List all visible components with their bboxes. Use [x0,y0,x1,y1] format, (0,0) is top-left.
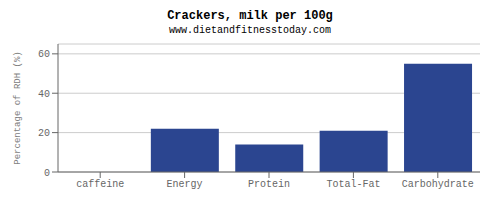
svg-text:caffeine: caffeine [76,179,124,190]
html-text:www.dietandfitnesstoday.com: www.dietandfitnesstoday.com [169,25,331,36]
svg-text:20: 20 [38,128,50,139]
html-text:Crackers, milk per 100g: Crackers, milk per 100g [167,9,333,23]
svg-text:Carbohydrate: Carbohydrate [402,179,474,190]
svg-text:40: 40 [38,89,50,100]
svg-text:60: 60 [38,49,50,60]
svg-text:Energy: Energy [167,179,203,190]
svg-text:0: 0 [44,168,50,179]
svg-text:Percentage of RDH (%): Percentage of RDH (%) [13,51,23,164]
svg-text:Protein: Protein [248,179,290,190]
svg-text:Total-Fat: Total-Fat [326,179,380,190]
